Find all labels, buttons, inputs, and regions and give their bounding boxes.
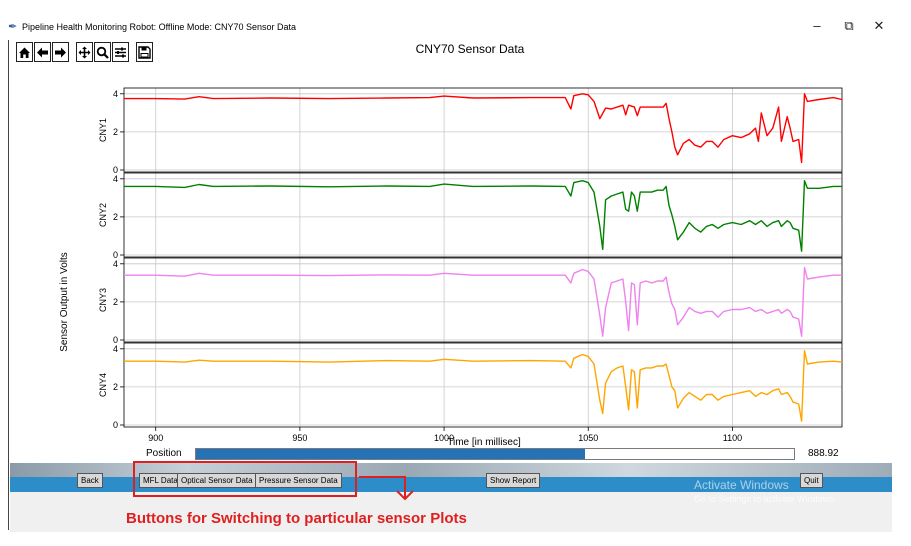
minimize-button[interactable]: – (813, 18, 821, 33)
x-tick-label: 1050 (578, 433, 598, 443)
y-tick-label: 0 (113, 250, 118, 260)
y-tick-label: 2 (113, 212, 118, 222)
position-value: 888.92 (808, 448, 839, 459)
annotation-callout-text: Buttons for Switching to particular sens… (126, 510, 467, 527)
x-axis-label: Time [in millisec] (447, 437, 521, 448)
subplot-label-cny4: CNY4 (98, 373, 108, 397)
close-button[interactable]: ✕ (873, 18, 885, 33)
window-titlebar: ✒ Pipeline Health Monitoring Robot: Offl… (0, 0, 911, 40)
series-line-cny1 (124, 93, 843, 164)
series-line-cny3 (124, 266, 842, 337)
configure-subplots-icon[interactable] (112, 42, 129, 62)
annotation-arrow (359, 476, 414, 501)
y-tick-label: 2 (113, 297, 118, 307)
position-row: Position 888.92 (0, 448, 911, 462)
y-tick-label: 0 (113, 335, 118, 345)
annotation-highlight-box (133, 461, 357, 497)
position-slider[interactable] (195, 448, 795, 460)
pan-icon[interactable] (76, 42, 93, 62)
back-arrow-icon[interactable] (34, 42, 51, 62)
home-icon[interactable] (16, 42, 33, 62)
activation-watermark-subtitle: Go to Settings to activate Windows. (694, 494, 837, 504)
y-tick-label: 4 (113, 174, 118, 184)
window-left-border (8, 40, 9, 530)
sensor-plot-figure[interactable]: Sensor Output in Volts Time [in millisec… (0, 60, 911, 448)
position-label: Position (146, 448, 182, 459)
plot-navigation-toolbar (16, 42, 154, 66)
forward-arrow-icon[interactable] (52, 42, 69, 62)
bottom-panel (10, 492, 892, 532)
y-tick-label: 4 (113, 259, 118, 269)
restore-button[interactable]: ⧉ (844, 18, 854, 33)
chart-title: CNY70 Sensor Data (415, 42, 525, 56)
x-tick-label: 950 (292, 433, 307, 443)
x-tick-label: 1100 (723, 433, 742, 443)
y-tick-label: 0 (113, 420, 118, 430)
series-line-cny2 (124, 179, 842, 252)
subplot-frame (123, 342, 843, 428)
y-tick-label: 4 (113, 344, 118, 354)
activation-watermark-title: Activate Windows (694, 478, 789, 492)
y-tick-label: 2 (113, 127, 118, 137)
subplot-label-cny3: CNY3 (98, 288, 108, 312)
subplot-panels: 0 2 4 CNY1 0 2 4 CNY2 0 2 4 CNY3 0 2 4 CNY4 900 950 1000 10… (98, 87, 843, 443)
y-tick-label: 4 (113, 89, 118, 99)
subplot-label-cny1: CNY1 (98, 118, 108, 142)
zoom-icon[interactable] (94, 42, 111, 62)
y-axis-label: Sensor Output in Volts (59, 252, 70, 352)
back-button[interactable]: Back (77, 473, 103, 488)
subplot-label-cny2: CNY2 (98, 203, 108, 227)
y-tick-label: 0 (113, 165, 118, 175)
save-icon[interactable] (136, 42, 153, 62)
subplot-frame (123, 172, 843, 258)
quit-button[interactable]: Quit (800, 473, 823, 488)
x-tick-label: 900 (148, 433, 163, 443)
y-tick-label: 2 (113, 382, 118, 392)
subplot-frame (123, 257, 843, 343)
pressure-sensor-data-button[interactable]: Pressure Sensor Data (255, 473, 342, 488)
subplot-frame (123, 87, 843, 173)
feather-app-icon: ✒ (8, 21, 18, 33)
position-slider-fill (196, 449, 585, 459)
show-report-button[interactable]: Show Report (486, 473, 541, 488)
series-line-cny4 (124, 350, 843, 422)
window-title: Pipeline Health Monitoring Robot: Offlin… (22, 22, 296, 32)
x-tick-label: 1000 (434, 433, 454, 443)
